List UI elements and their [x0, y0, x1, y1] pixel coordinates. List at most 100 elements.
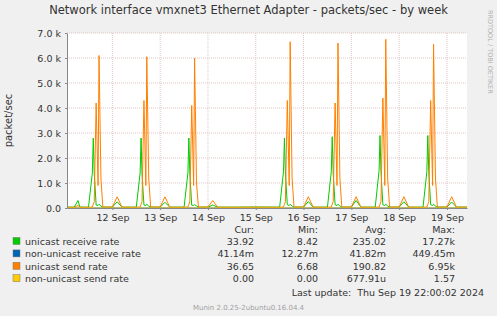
y-grid-line: [67, 158, 467, 159]
x-tick: 15 Sep: [240, 208, 273, 223]
y-tick-mark: [65, 183, 67, 184]
y-tick: 6.0 k: [37, 53, 67, 64]
x-grid-line: [207, 33, 208, 208]
y-grid-line: [67, 58, 467, 59]
y-tick-mark: [65, 208, 67, 209]
y-tick-mark: [65, 33, 67, 34]
legend-stat: 33.92: [227, 236, 254, 247]
y-tick: 2.0 k: [37, 153, 67, 164]
x-tick-mark: [351, 208, 352, 210]
x-tick: 17 Sep: [335, 208, 368, 223]
legend-stat: 449.45m: [413, 248, 456, 259]
legend-stat: 17.27k: [422, 236, 455, 247]
y-tick-mark: [65, 133, 67, 134]
y-axis-title: packet/sec: [3, 94, 14, 148]
legend-swatch: [13, 238, 20, 245]
chart: Network interface vmxnet3 Ethernet Adapt…: [0, 0, 497, 316]
x-tick: 12 Sep: [96, 208, 129, 223]
y-axis: 0.0 1.0 k 2.0 k 3.0 k 4.0 k 5.0 k 6.0 k 7.0 k: [37, 28, 67, 214]
series-group: [67, 39, 467, 208]
y-tick-label: 3.0 k: [37, 128, 61, 139]
legend-label: unicast send rate: [25, 261, 108, 272]
legend-swatch: [13, 262, 20, 269]
x-tick-label: 16 Sep: [288, 212, 321, 223]
y-grid-line: [67, 208, 467, 209]
x-grid-line: [160, 33, 161, 208]
legend-header: Max:: [432, 224, 455, 235]
x-tick-mark: [112, 208, 113, 210]
y-grid-line: [67, 83, 467, 84]
x-tick-label: 18 Sep: [383, 212, 416, 223]
y-grid-line: [67, 133, 467, 134]
x-tick-mark: [304, 208, 305, 210]
x-grid-line: [255, 33, 256, 208]
legend-stat: 1.57: [434, 273, 455, 284]
legend-label: non-unicast send rate: [25, 273, 129, 284]
series-line: [67, 39, 467, 207]
legend-stat: 8.42: [297, 236, 318, 247]
x-axis: 12 Sep13 Sep14 Sep15 Sep16 Sep17 Sep18 S…: [68, 208, 468, 223]
legend-label: non-unicast receive rate: [25, 248, 141, 259]
series-line: [67, 207, 467, 208]
x-tick-mark: [256, 208, 257, 210]
legend-stat: 6.68: [297, 261, 318, 272]
plot-area: [67, 33, 467, 208]
legend-stat: 190.82: [353, 261, 386, 272]
x-tick-mark: [208, 208, 209, 210]
series-line: [67, 136, 467, 208]
legend-swatch: [13, 250, 20, 257]
x-tick: 16 Sep: [288, 208, 321, 223]
x-grid-line: [351, 33, 352, 208]
y-tick: 5.0 k: [37, 78, 67, 89]
x-tick-label: 19 Sep: [431, 212, 464, 223]
series-line: [67, 208, 467, 209]
y-tick-label: 0.0: [46, 203, 61, 214]
legend-header: Cur:: [234, 224, 254, 235]
y-tick: 4.0 k: [37, 103, 67, 114]
x-grid-line: [399, 33, 400, 208]
y-tick-label: 4.0 k: [37, 103, 61, 114]
background: [0, 0, 497, 316]
y-tick: 7.0 k: [37, 28, 67, 39]
y-axis-line: [67, 34, 68, 209]
x-tick: 18 Sep: [383, 208, 416, 223]
legend-stat: 6.95k: [428, 261, 455, 272]
y-tick-mark: [65, 58, 67, 59]
legend-stat: 36.65: [227, 261, 254, 272]
legend-label: unicast receive rate: [25, 236, 120, 247]
y-tick: 0.0: [46, 203, 67, 214]
y-tick-mark: [65, 83, 67, 84]
legend-header: Min:: [298, 224, 318, 235]
y-tick-label: 5.0 k: [37, 78, 61, 89]
legend-stat: 41.14m: [218, 248, 254, 259]
y-tick-label: 1.0 k: [37, 178, 61, 189]
legend: Cur: Min: Avg: Max: unicast receive rate 33.9…: [13, 224, 455, 284]
legend-stat: 41.82m: [350, 248, 386, 259]
x-grid-line: [303, 33, 304, 208]
legend-swatch: [13, 275, 20, 282]
legend-header: Avg:: [365, 224, 386, 235]
y-tick: 3.0 k: [37, 128, 67, 139]
legend-stat: 235.02: [353, 236, 386, 247]
title: Network interface vmxnet3 Ethernet Adapt…: [49, 3, 448, 17]
x-tick-label: 13 Sep: [144, 212, 177, 223]
legend-stat: 0.00: [297, 273, 318, 284]
x-tick-mark: [399, 208, 400, 210]
x-grid-line: [446, 33, 447, 208]
x-tick-label: 12 Sep: [96, 212, 129, 223]
x-tick-label: 17 Sep: [335, 212, 368, 223]
watermark: RRDTOOL / TOBI OETIKER: [486, 10, 494, 94]
y-tick-mark: [65, 158, 67, 159]
x-axis-line: [68, 208, 468, 209]
y-grid-line: [67, 108, 467, 109]
grid: [67, 33, 467, 208]
x-tick-label: 15 Sep: [240, 212, 273, 223]
legend-stat: 12.27m: [282, 248, 318, 259]
y-tick-label: 7.0 k: [37, 28, 61, 39]
y-tick-mark: [65, 108, 67, 109]
y-tick-label: 2.0 k: [37, 153, 61, 164]
y-grid-line: [67, 183, 467, 184]
legend-stat: 0.00: [233, 273, 254, 284]
x-grid-line: [112, 33, 113, 208]
x-tick: 19 Sep: [431, 208, 464, 223]
